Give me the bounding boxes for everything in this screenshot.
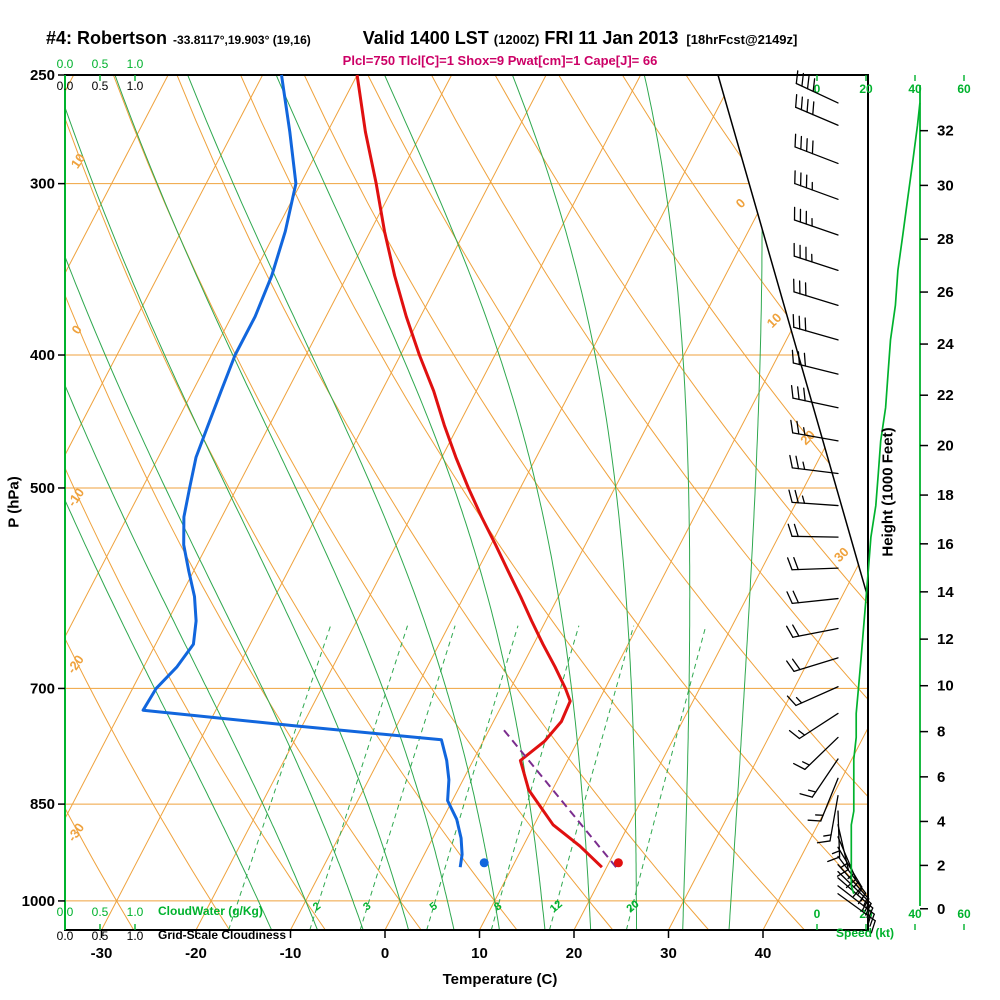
svg-text:24: 24	[937, 336, 954, 353]
svg-text:28: 28	[937, 231, 954, 248]
svg-text:1.0: 1.0	[127, 929, 144, 943]
svg-text:10: 10	[937, 678, 954, 695]
svg-text:26: 26	[937, 284, 954, 301]
temperature-axis-title: Temperature (C)	[442, 971, 558, 988]
svg-text:-10: -10	[280, 945, 302, 962]
svg-text:0: 0	[814, 82, 821, 96]
valid-time-utc: (1200Z)	[493, 32, 540, 47]
svg-text:10: 10	[764, 310, 785, 331]
forecast-tag: [18hrFcst@2149z]	[686, 32, 798, 47]
station-name: #4: Robertson	[46, 28, 168, 48]
svg-text:-20: -20	[64, 652, 87, 676]
dewpoint-trace	[141, 74, 464, 868]
svg-text:30: 30	[831, 544, 852, 565]
svg-text:0.5: 0.5	[92, 929, 109, 943]
svg-text:0: 0	[814, 907, 821, 921]
svg-text:10: 10	[68, 151, 89, 171]
svg-text:4: 4	[937, 813, 946, 830]
svg-text:1.0: 1.0	[127, 57, 144, 71]
svg-text:250: 250	[30, 67, 55, 84]
surface-dewpoint-marker	[479, 858, 489, 868]
svg-text:40: 40	[908, 82, 922, 96]
parcel-path	[502, 728, 617, 868]
valid-time: Valid 1400 LST	[362, 28, 489, 48]
surface-temperature-marker	[613, 858, 623, 868]
svg-text:12: 12	[937, 631, 954, 648]
wind-speed-profile	[850, 102, 921, 894]
svg-text:60: 60	[957, 907, 971, 921]
svg-text:60: 60	[957, 82, 971, 96]
svg-text:2: 2	[937, 857, 945, 874]
svg-text:500: 500	[30, 480, 55, 497]
svg-text:1.0: 1.0	[127, 79, 144, 93]
svg-text:0: 0	[733, 195, 749, 211]
svg-text:0.5: 0.5	[92, 79, 109, 93]
svg-text:18: 18	[937, 487, 954, 504]
chart-title: #4: Robertson -33.8117°,19.903° (19,16) Va…	[46, 28, 797, 49]
valid-date: FRI 11 Jan 2013	[544, 28, 679, 48]
svg-text:22: 22	[937, 387, 954, 404]
svg-text:0: 0	[381, 945, 389, 962]
speed-axis-title: Speed (kt)	[836, 926, 895, 940]
svg-text:20: 20	[566, 945, 583, 962]
svg-text:20: 20	[937, 438, 954, 455]
height-axis-title: Height (1000 Feet)	[879, 427, 897, 557]
cloudiness-axis-title: Grid-Scale Cloudiness	[158, 928, 287, 942]
svg-text:40: 40	[908, 907, 922, 921]
svg-text:40: 40	[755, 945, 772, 962]
temperature-trace	[355, 74, 603, 869]
svg-text:14: 14	[937, 584, 954, 601]
svg-text:16: 16	[937, 536, 954, 553]
svg-text:1.0: 1.0	[127, 905, 144, 919]
svg-text:5: 5	[428, 900, 440, 913]
svg-text:0.5: 0.5	[92, 905, 109, 919]
svg-text:32: 32	[937, 123, 954, 140]
svg-text:10: 10	[471, 945, 488, 962]
svg-text:-30: -30	[91, 945, 113, 962]
svg-text:400: 400	[30, 347, 55, 364]
svg-text:700: 700	[30, 680, 55, 697]
svg-text:0.0: 0.0	[57, 79, 74, 93]
pressure-axis-title: P (hPa)	[5, 476, 23, 528]
svg-text:300: 300	[30, 176, 55, 193]
svg-text:3: 3	[361, 900, 373, 913]
station-coords: -33.8117°,19.903° (19,16)	[173, 33, 311, 47]
svg-text:-20: -20	[185, 945, 207, 962]
svg-text:0: 0	[937, 901, 945, 918]
wind-barbs	[785, 70, 876, 934]
plot-frame	[64, 74, 869, 931]
svg-text:0.0: 0.0	[57, 905, 74, 919]
svg-text:30: 30	[937, 177, 954, 194]
svg-text:30: 30	[660, 945, 677, 962]
svg-text:8: 8	[937, 724, 945, 741]
stability-parameters: Plcl=750 Tlcl[C]=1 Shox=9 Pwat[cm]=1 Cap…	[342, 53, 658, 68]
svg-text:850: 850	[30, 796, 55, 813]
svg-text:0.0: 0.0	[57, 929, 74, 943]
svg-text:-30: -30	[64, 820, 87, 844]
svg-text:0.0: 0.0	[57, 57, 74, 71]
svg-text:0.5: 0.5	[92, 57, 109, 71]
cloudwater-axis-title: CloudWater (g/Kg)	[158, 904, 263, 918]
svg-text:6: 6	[937, 769, 945, 786]
grid-lines	[65, 75, 868, 930]
svg-text:20: 20	[859, 82, 873, 96]
svg-text:1000: 1000	[22, 893, 55, 910]
